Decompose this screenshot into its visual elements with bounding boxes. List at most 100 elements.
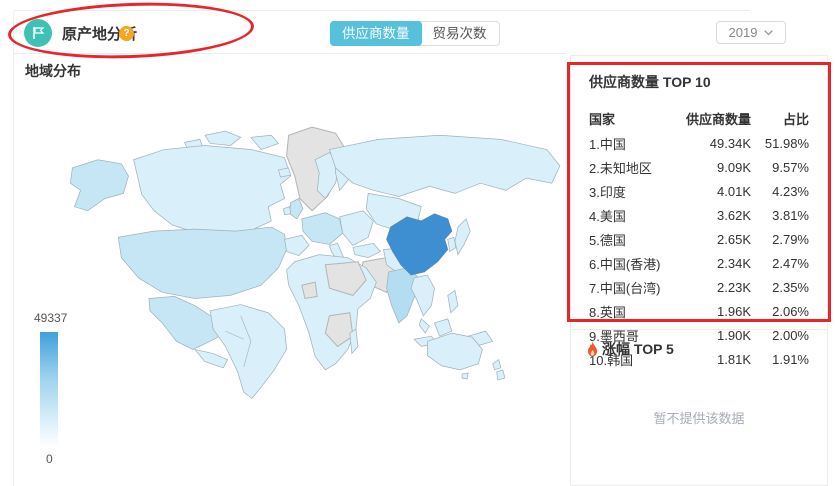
year-dropdown[interactable]: 2019 — [716, 21, 786, 44]
top10-table-body: 1.中国 49.34K 51.98% 2.未知地区 9.09K 9.57% 3.印度 4.01… — [589, 132, 809, 372]
world-choropleth-map[interactable] — [52, 92, 562, 407]
map-country[interactable] — [434, 318, 453, 337]
table-row: 1.中国 49.34K 51.98% — [589, 132, 809, 156]
cell-share: 2.06% — [772, 304, 809, 319]
section-divider — [571, 329, 827, 330]
table-header-row: 国家 供应商数量 占比 — [589, 106, 809, 132]
map-country[interactable] — [324, 261, 367, 296]
map-country[interactable] — [193, 348, 228, 369]
cell-country: 9.墨西哥 — [589, 329, 639, 344]
page-title: 原产地分析 — [62, 26, 138, 43]
growth-section-title: 涨幅 TOP 5 — [585, 339, 674, 359]
cell-share: 3.81% — [772, 208, 809, 223]
cell-count: 1.81K — [717, 352, 751, 367]
map-country-usa[interactable] — [117, 226, 287, 299]
map-country[interactable] — [69, 159, 129, 212]
cell-country: 7.中国(台湾) — [589, 281, 661, 296]
top10-panel: 供应商数量 TOP 10 国家 供应商数量 占比 1.中国 49.34K 51.98… — [570, 55, 828, 486]
map-country[interactable] — [277, 167, 292, 178]
growth-title-text: 涨幅 TOP 5 — [602, 341, 674, 357]
map-country[interactable] — [301, 281, 318, 300]
map-country[interactable] — [447, 289, 459, 314]
map-country[interactable] — [283, 206, 292, 216]
color-scale-bar — [40, 332, 58, 448]
table-row: 2.未知地区 9.09K 9.57% — [589, 156, 809, 180]
map-section-title: 地域分布 — [25, 63, 81, 79]
cell-country: 6.中国(香港) — [589, 257, 661, 272]
cell-count: 1.96K — [717, 304, 751, 319]
chevron-down-icon — [764, 29, 774, 35]
cell-country: 1.中国 — [589, 137, 626, 152]
card-left-border — [13, 11, 14, 486]
top10-title: 供应商数量 TOP 10 — [589, 74, 711, 90]
view-tab-group: 供应商数量 贸易次数 — [330, 21, 500, 46]
map-country[interactable] — [324, 312, 354, 348]
cell-country: 2.未知地区 — [589, 161, 652, 176]
map-country-china[interactable] — [386, 213, 453, 276]
map-country-korea[interactable] — [447, 236, 457, 253]
help-icon[interactable]: ? — [119, 26, 134, 41]
map-country[interactable] — [250, 134, 280, 150]
cell-count: 49.34K — [709, 136, 751, 151]
cell-count: 2.65K — [717, 232, 751, 247]
header-bottom-border — [14, 53, 566, 54]
map-country-nz[interactable] — [492, 359, 502, 371]
cell-share: 4.23% — [772, 184, 809, 199]
cell-country: 3.印度 — [589, 185, 626, 200]
table-row: 10.韩国 1.81K 1.91% — [589, 348, 809, 372]
cell-count: 2.34K — [717, 256, 751, 271]
top10-table: 国家 供应商数量 占比 1.中国 49.34K 51.98% 2.未知地区 9.09K 9… — [589, 106, 809, 372]
tab-supplier-count[interactable]: 供应商数量 — [330, 21, 422, 46]
map-country[interactable] — [410, 274, 435, 317]
map-borders — [225, 315, 252, 367]
cell-share: 2.35% — [772, 280, 809, 295]
cell-count: 4.01K — [717, 184, 751, 199]
table-row: 3.印度 4.01K 4.23% — [589, 180, 809, 204]
map-country-uk[interactable] — [289, 198, 304, 220]
col-country: 国家 — [589, 111, 616, 127]
map-country-greenland[interactable] — [286, 126, 347, 212]
empty-data-message: 暂不提供该数据 — [653, 411, 745, 426]
map-country[interactable] — [204, 130, 242, 146]
map-country[interactable] — [352, 242, 382, 259]
cell-country: 8.英国 — [589, 305, 626, 320]
map-country[interactable] — [461, 372, 469, 380]
card-top-border — [14, 10, 750, 11]
cell-share: 1.91% — [772, 352, 809, 367]
legend-min-label: 0 — [46, 452, 53, 466]
map-country[interactable] — [339, 210, 374, 246]
table-row: 8.英国 1.96K 2.06% — [589, 300, 809, 324]
year-dropdown-value: 2019 — [728, 25, 758, 40]
map-country-canada[interactable] — [133, 145, 292, 235]
cell-country: 5.德国 — [589, 233, 626, 248]
flag-icon — [24, 19, 52, 47]
table-row: 4.美国 3.62K 3.81% — [589, 204, 809, 228]
map-country-japan[interactable] — [454, 218, 471, 256]
cell-share: 9.57% — [772, 160, 809, 175]
cell-share: 2.00% — [772, 328, 809, 343]
legend-max-label: 49337 — [34, 311, 68, 325]
cell-share: 2.79% — [772, 232, 809, 247]
col-share: 占比 — [782, 111, 809, 127]
map-country-mexico[interactable] — [148, 296, 226, 350]
map-country[interactable] — [284, 234, 310, 257]
cell-country: 4.美国 — [589, 209, 626, 224]
map-country-germany[interactable] — [301, 212, 344, 245]
map-country[interactable] — [418, 318, 430, 334]
flag-glyph — [33, 27, 45, 39]
cell-count: 1.90K — [717, 328, 751, 343]
tab-trade-count[interactable]: 贸易次数 — [432, 26, 487, 41]
map-country[interactable] — [496, 369, 506, 381]
cell-count: 2.23K — [717, 280, 751, 295]
map-country-russia[interactable] — [328, 134, 561, 197]
map-country-australia[interactable] — [427, 332, 483, 371]
flame-icon — [587, 341, 598, 357]
map-country-madagascar[interactable] — [349, 328, 359, 355]
table-row: 9.墨西哥 1.90K 2.00% — [589, 324, 809, 348]
table-row: 6.中国(香港) 2.34K 2.47% — [589, 252, 809, 276]
cell-share: 2.47% — [772, 256, 809, 271]
cell-count: 3.62K — [717, 208, 751, 223]
cell-country: 10.韩国 — [589, 353, 634, 368]
col-count: 供应商数量 — [685, 111, 751, 127]
table-row: 5.德国 2.65K 2.79% — [589, 228, 809, 252]
